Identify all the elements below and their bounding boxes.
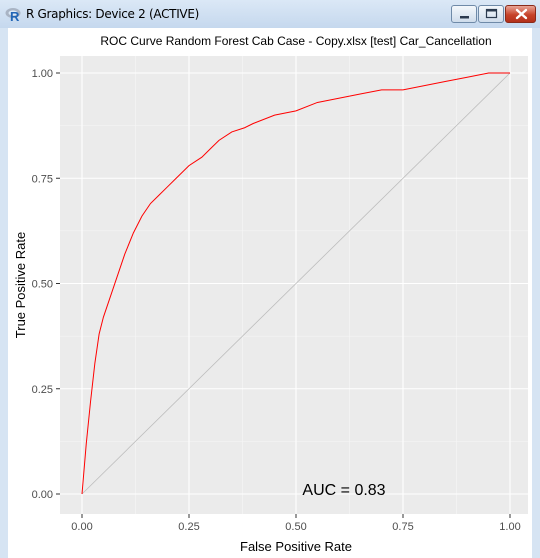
r-logo-icon: R: [5, 8, 21, 22]
diagonal-reference-line: [81, 72, 511, 495]
x-tick-labels: 0.00 0.25 0.50 0.75 1.00: [71, 521, 520, 533]
y-axis-label: True Positive Rate: [13, 232, 28, 338]
x-tick-label: 0.50: [285, 521, 306, 533]
tick-marks: [56, 72, 511, 518]
y-tick-label: 1.00: [32, 68, 53, 80]
x-tick-label: 0.75: [392, 521, 413, 533]
x-tick-label: 0.25: [178, 521, 199, 533]
y-tick-label: 0.00: [32, 489, 53, 501]
window-title: R Graphics: Device 2 (ACTIVE): [26, 7, 200, 21]
y-tick-label: 0.25: [32, 384, 53, 396]
svg-text:R: R: [10, 9, 20, 22]
minimize-button[interactable]: [451, 5, 477, 23]
title-bar[interactable]: R R Graphics: Device 2 (ACTIVE): [0, 0, 540, 28]
roc-chart: ROC Curve Random Forest Cab Case - Copy.…: [13, 34, 528, 554]
maximize-icon: [485, 8, 498, 19]
close-icon: [515, 8, 528, 20]
plot-area: ROC Curve Random Forest Cab Case - Copy.…: [8, 28, 532, 558]
maximize-button[interactable]: [478, 5, 504, 23]
x-axis-label: False Positive Rate: [240, 539, 352, 554]
close-button[interactable]: [505, 5, 536, 23]
x-tick-label: 1.00: [499, 521, 520, 533]
x-tick-label: 0.00: [71, 521, 92, 533]
y-tick-label: 0.50: [32, 279, 53, 291]
y-tick-label: 0.75: [32, 173, 53, 185]
grid-lines: [60, 56, 528, 514]
y-tick-labels: 0.00 0.25 0.50 0.75 1.00: [32, 68, 53, 501]
auc-annotation: AUC = 0.83: [302, 482, 385, 499]
minimize-icon: [460, 16, 469, 19]
roc-curve-line: [81, 72, 510, 495]
chart-title: ROC Curve Random Forest Cab Case - Copy.…: [100, 34, 491, 48]
